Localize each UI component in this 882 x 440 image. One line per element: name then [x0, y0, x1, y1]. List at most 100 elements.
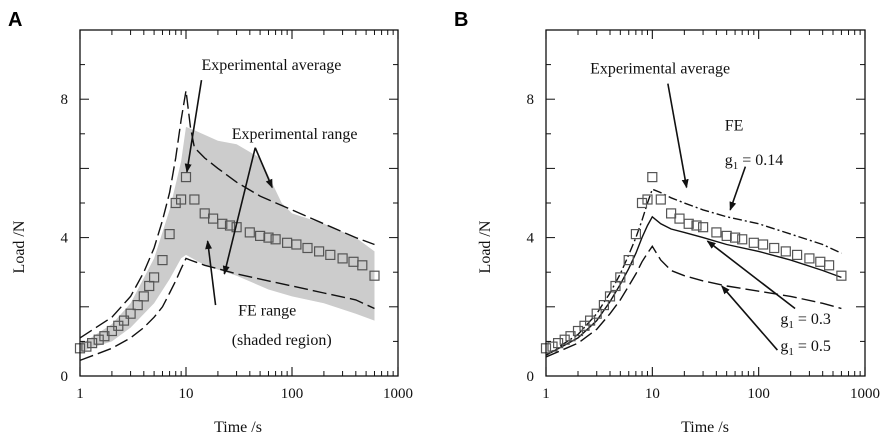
panel-b-experimental-point-31: [780, 246, 791, 257]
y-tick-label-a: 0: [61, 369, 69, 385]
panel-a-experimental-point-30: [302, 242, 313, 254]
panel-b-experimental-point-19: [665, 208, 677, 219]
panel-b-series-2-line: [545, 245, 842, 358]
panel-b-series-1-line: [545, 215, 842, 356]
panel-a-annotation-0: Experimental average: [201, 57, 341, 74]
panel-a-experimental-point-15: [170, 197, 181, 209]
x-tick-label-a: 100: [281, 386, 304, 402]
panel-b-annotation-3: g1 = 0.3: [780, 311, 831, 331]
panel-a-experimental-point-29: [291, 239, 302, 250]
panel-b-annotation-3-arrow: [706, 240, 796, 310]
panel-b-experimental-point-14: [630, 229, 642, 240]
panel-a-experimental-point-6: [113, 320, 124, 331]
panel-a-experimental-point-22: [224, 220, 236, 231]
panel-b-experimental-point-27: [737, 234, 748, 245]
y-tick-label-a: 4: [61, 231, 69, 247]
panel-b-experimental-point-21: [683, 218, 694, 229]
panel-b-experimental-point-4: [565, 331, 576, 342]
panel-b-annotation-2-arrow: [729, 166, 747, 211]
panel-b-experimental-point-20: [674, 213, 685, 224]
panel-b-experimental-point-25: [721, 230, 732, 241]
panel-label-b: B: [454, 9, 468, 31]
panel-b-annotation-0: Experimental average: [590, 60, 730, 77]
panel-a-experimental-point-5: [106, 325, 118, 337]
panel-a-experimental-point-10: [138, 291, 149, 302]
panel-a-experimental-point-20: [208, 213, 219, 224]
panel-b-experimental-point-17: [647, 172, 658, 183]
panel-b-annotation-2: g1 = 0.14: [725, 152, 784, 172]
y-tick-label-b: 4: [527, 231, 535, 247]
panel-b-experimental-point-2: [552, 338, 564, 349]
panel-b-experimental-point-3: [559, 334, 570, 345]
panel-a-experimental-point-35: [357, 260, 368, 271]
y-tick-label-a: 8: [61, 92, 69, 108]
panel-b-experimental-point-33: [804, 253, 815, 264]
panel-b-experimental-point-24: [711, 227, 722, 238]
panel-a-experimental-point-33: [337, 253, 348, 264]
panel-a-experimental-point-21: [217, 218, 228, 229]
panel-b-experimental-point-6: [579, 320, 590, 331]
panel-a-annotation-0-arrow: [184, 80, 203, 173]
panel-a-annotation-3-arrow: [205, 240, 217, 306]
panel-a-experimental-point-8: [125, 308, 136, 319]
y-tick-label-b: 8: [527, 92, 535, 108]
panel-a-experimental-point-9: [132, 300, 143, 311]
panel-b-experimental-point-8: [591, 308, 602, 319]
x-tick-label-b: 1: [542, 386, 550, 402]
panel-b-experimental-point-9: [598, 300, 610, 311]
panel-a-experimental-point-7: [118, 315, 130, 326]
panel-b-annotation-1: FE: [725, 117, 744, 134]
panel-a-experimental-point-4: [99, 331, 110, 342]
panel-a-annotation-1-arrow-2: [222, 147, 257, 275]
panel-b-annotation-4: g1 = 0.5: [780, 338, 831, 358]
panel-b-experimental-point-15: [636, 197, 648, 209]
panel-b-experimental-point-5: [572, 325, 584, 337]
panel-b-experimental-point-12: [615, 272, 626, 283]
y-axis-title-b: Load /N: [477, 220, 494, 273]
panel-b-annotation-4-arrow: [721, 285, 778, 351]
panel-a-experimental-point-3: [93, 334, 104, 345]
panel-b-experimental-point-26: [729, 232, 741, 243]
panel-a-annotation-1-arrow: [254, 147, 273, 189]
panel-a-experimental-point-12: [149, 272, 160, 283]
x-tick-label-a: 10: [179, 386, 194, 402]
panel-a-experimental-point-14: [164, 229, 175, 240]
panel-b-experimental-point-13: [623, 255, 634, 266]
panel-a-experimental-point-19: [199, 208, 210, 219]
panel-a-series-2-line: [79, 257, 375, 362]
panel-a-experimental-point-36: [369, 270, 380, 281]
panel-b-experimental-point-32: [791, 249, 803, 260]
panel-b: B 1 10 100 1000 0 4 8 Experimental average FE g1…: [454, 9, 880, 436]
x-tick-label-b: 1000: [850, 386, 880, 402]
panel-a-experimental-point-1: [81, 341, 92, 352]
panel-b-experimental-point-29: [757, 239, 769, 250]
panel-a-experimental-point-25: [255, 230, 266, 241]
panel-a-experimental-point-13: [157, 255, 168, 266]
panel-b-annotation-0-arrow: [667, 83, 689, 189]
panel-a-experimental-point-26: [263, 232, 274, 243]
panel-b-experimental-point-7: [584, 315, 596, 326]
y-axis-title-a: Load /N: [11, 220, 28, 273]
panel-b-experimental-point-23: [697, 222, 709, 233]
panel-a-experimental-point-32: [325, 249, 336, 260]
panel-a-experimental-point-31: [314, 246, 325, 257]
panel-a-experimental-point-27: [270, 234, 281, 245]
panel-b-experimental-point-35: [823, 260, 835, 271]
x-tick-label-b: 10: [645, 386, 660, 402]
panel-b-experimental-point-16: [642, 194, 653, 205]
panel-b-experimental-point-30: [769, 242, 780, 254]
x-tick-label-a: 1: [76, 386, 84, 402]
panel-label-a: A: [8, 9, 22, 31]
panel-a-annotation-1: Experimental range: [232, 126, 358, 143]
panel-b-experimental-point-18: [655, 194, 666, 205]
panel-a-annotation-3: (shaded region): [232, 332, 332, 349]
panel-b-experimental-point-1: [547, 341, 558, 352]
panel-b-experimental-point-36: [836, 270, 847, 281]
y-tick-label-b: 0: [527, 369, 535, 385]
panel-b-series-0-line: [545, 188, 842, 356]
panel-a-experimental-point-18: [189, 194, 200, 205]
panel-b-experimental-point-28: [748, 237, 759, 248]
panel-b-experimental-point-10: [604, 291, 616, 302]
panel-a-experimental-point-2: [86, 338, 98, 349]
